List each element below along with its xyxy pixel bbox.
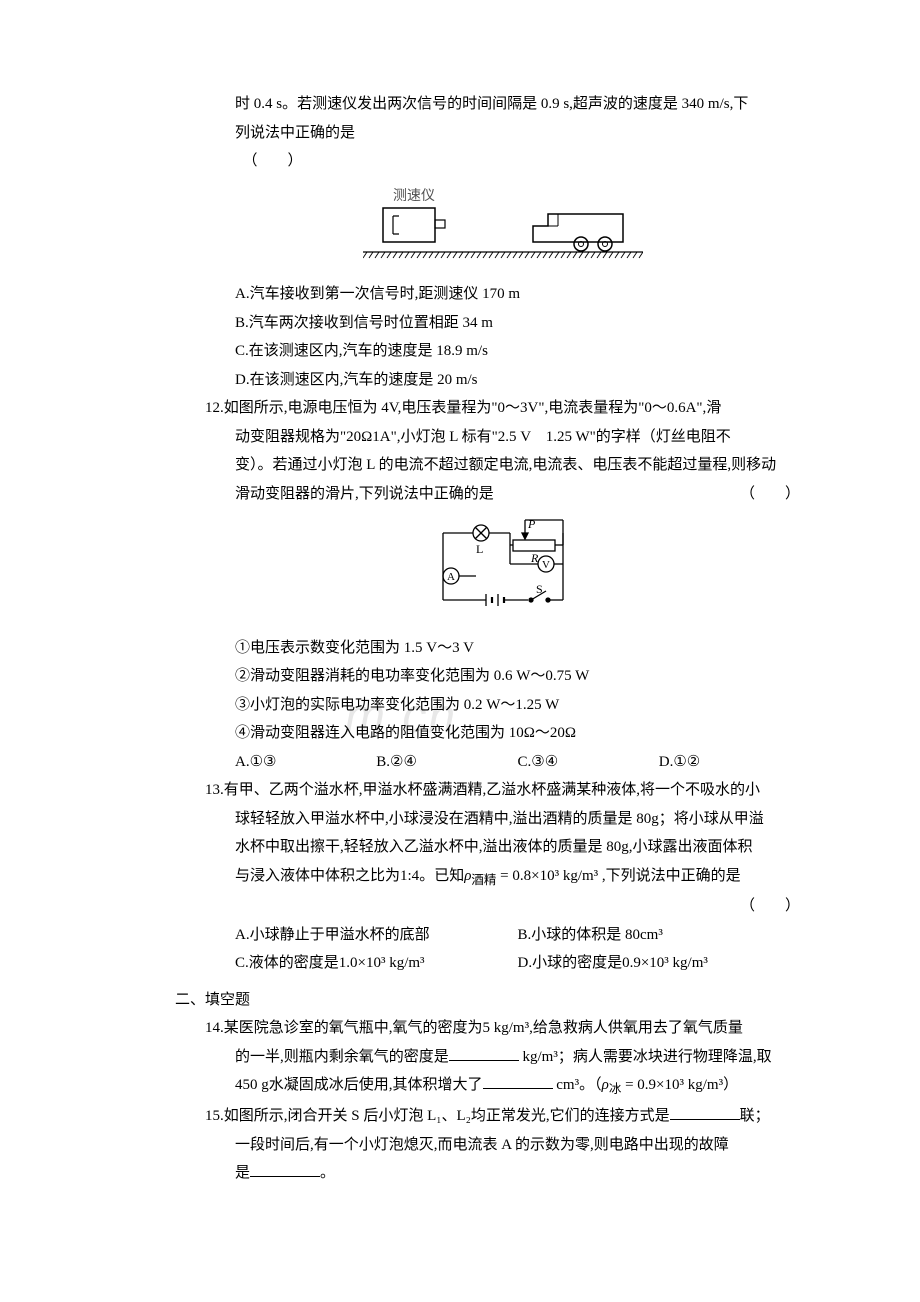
q13-c-val: 1.0×10³ kg/m³ [339, 955, 425, 971]
q14-line3: 450 g水凝固成冰后使用,其体积增大了 cm³。（ρ冰 = 0.9×10³ k… [205, 1071, 800, 1102]
q12-option-c: C.③④ [518, 748, 659, 777]
q12-line1: 12.如图所示,电源电压恒为 4V,电压表量程为"0～3V",电流表量程为"0～… [205, 394, 800, 423]
q13-line1: 13.有甲、乙两个溢水杯,甲溢水杯盛满酒精,乙溢水杯盛满某种液体,将一个不吸水的… [205, 776, 800, 805]
q14-l3c: 。（ [579, 1077, 602, 1093]
rho-ice: ρ [602, 1077, 609, 1093]
svg-text:A: A [447, 571, 455, 583]
q15-l1a: 15.如图所示,闭合开关 S 后小灯泡 L₁、L₂均正常发光,它们的连接方式是 [205, 1108, 670, 1124]
svg-text:L: L [476, 542, 483, 556]
q12-line4: 滑动变阻器的滑片,下列说法中正确的是 （ ） [205, 480, 800, 509]
q13-l4-suffix: ,下列说法中正确的是 [598, 868, 741, 884]
svg-text:V: V [542, 559, 550, 571]
page-content: 时 0.4 s。若测速仪发出两次信号的时间间隔是 0.9 s,超声波的速度是 3… [0, 0, 920, 1248]
q13-l4-ratio: 1:4 [400, 868, 419, 884]
q12-option-a: A.①③ [235, 748, 376, 777]
q13-option-d: D.小球的密度是0.9×10³ kg/m³ [518, 949, 801, 978]
q12-option-b: B.②④ [376, 748, 517, 777]
q12-figure: P R L A V S [205, 518, 800, 624]
q12-sub2: ②滑动变阻器消耗的电功率变化范围为 0.6 W～0.75 W [205, 662, 800, 691]
q12-line2: 动变阻器规格为"20Ω1A",小灯泡 L 标有"2.5 V 1.25 W"的字样… [205, 423, 800, 452]
q13-paren: （ ） [740, 898, 800, 914]
speed-meter-svg: 测速仪 [363, 186, 643, 260]
blank-volume [483, 1074, 553, 1089]
q15-line2: 一段时间后,有一个小灯泡熄灭,而电流表 A 的示数为零,则电路中出现的故障 [205, 1131, 800, 1160]
q13-l4-eq: = 0.8×10³ kg/m³ [496, 868, 598, 884]
svg-text:R: R [530, 551, 539, 565]
rho-ice-sub: 冰 [609, 1082, 622, 1096]
q15-line3: 是。 [205, 1159, 800, 1188]
q15-l3b: 。 [320, 1165, 335, 1181]
q13-line3: 水杯中取出擦干,轻轻放入乙溢水杯中,溢出液体的质量是 80g,小球露出液面体积 [205, 833, 800, 862]
q13-option-a: A.小球静止于甲溢水杯的底部 [235, 921, 518, 950]
q12-line3: 变）。若通过小灯泡 L 的电流不超过额定电流,电流表、电压表不能超过量程,则移动 [205, 451, 800, 480]
q12-line4-text: 滑动变阻器的滑片,下列说法中正确的是 [235, 486, 494, 502]
q14-l1b: 5 kg/m³ [483, 1020, 530, 1036]
q13-line2: 球轻轻放入甲溢水杯中,小球浸没在酒精中,溢出酒精的质量是 80g；将小球从甲溢 [205, 805, 800, 834]
q13-d-val: 0.9×10³ kg/m³ [622, 955, 708, 971]
q15-l3a: 是 [235, 1165, 250, 1181]
q13-line4: 与浸入液体中体积之比为1:4。已知ρ酒精 = 0.8×10³ kg/m³ ,下列… [205, 862, 800, 893]
q11-paren: （ ） [205, 147, 800, 176]
q12-options-row: A.①③ B.②④ C.③④ D.①② [205, 748, 800, 777]
circuit-svg: P R L A V S [418, 518, 588, 613]
q14-l1a: 14.某医院急诊室的氧气瓶中,氧气的密度为 [205, 1020, 483, 1036]
q11-line1: 时 0.4 s。若测速仪发出两次信号的时间间隔是 0.9 s,超声波的速度是 3… [205, 90, 800, 119]
q13-l4-prefix: 与浸入液体中体积之比为 [235, 868, 400, 884]
q14-l3a: 450 g [235, 1077, 269, 1093]
q13-l4-mid: 。已知 [419, 868, 464, 884]
q13-options-row1: A.小球静止于甲溢水杯的底部 B.小球的体积是 80cm³ [205, 921, 800, 950]
q11-option-b: B.汽车两次接收到信号时位置相距 34 m [205, 309, 800, 338]
q14-l3b: 水凝固成冰后使用,其体积增大了 [269, 1077, 483, 1093]
speed-meter-label: 测速仪 [393, 188, 435, 204]
q12-sub3: ③小灯泡的实际电功率变化范围为 0.2 W～1.25 W [205, 691, 800, 720]
q11-option-d: D.在该测速区内,汽车的速度是 20 m/s [205, 366, 800, 395]
section2-title: 二、填空题 [175, 986, 800, 1015]
q12-paren: （ ） [740, 480, 800, 509]
q14-l2b: ；病人需要冰块进行物理降温,取 [558, 1049, 772, 1065]
q14-l2a: 的一半,则瓶内剩余氧气的密度是 [235, 1049, 449, 1065]
q14-line1: 14.某医院急诊室的氧气瓶中,氧气的密度为5 kg/m³,给急救病人供氧用去了氧… [205, 1014, 800, 1043]
q13-c-prefix: C.液体的密度是 [235, 955, 339, 971]
q13-d-prefix: D.小球的密度是 [518, 955, 623, 971]
q13-options-row2: C.液体的密度是1.0×10³ kg/m³ D.小球的密度是0.9×10³ kg… [205, 949, 800, 978]
q13-paren-line: （ ） [205, 892, 800, 921]
q14-l3eq: = 0.9×10³ kg/m³ [621, 1077, 723, 1093]
blank-fault [250, 1162, 320, 1177]
q14-l3unit: cm³ [553, 1077, 580, 1093]
q12-sub1: ①电压表示数变化范围为 1.5 V～3 V [205, 634, 800, 663]
q14-l2unit: kg/m³ [519, 1049, 558, 1065]
q12-sub4: ④滑动变阻器连入电路的阻值变化范围为 10Ω～20Ω [205, 719, 800, 748]
q14-l1c: ,给急救病人供氧用去了氧气质量 [529, 1020, 743, 1036]
blank-connection [670, 1105, 740, 1120]
svg-text:S: S [536, 582, 543, 596]
svg-text:P: P [527, 518, 536, 531]
q15-l1b: 联； [740, 1108, 770, 1124]
paren-brackets: （ ） [250, 153, 303, 169]
q11-line2: 列说法中正确的是 [205, 119, 800, 148]
q11-option-a: A.汽车接收到第一次信号时,距测速仪 170 m [205, 280, 800, 309]
q11-figure: 测速仪 [205, 186, 800, 271]
q14-l3d: ） [723, 1077, 738, 1093]
rho-sub: 酒精 [471, 873, 496, 887]
q12-option-d: D.①② [659, 748, 800, 777]
q13-option-b: B.小球的体积是 80cm³ [518, 921, 801, 950]
q15-line1: 15.如图所示,闭合开关 S 后小灯泡 L₁、L₂均正常发光,它们的连接方式是 联… [205, 1102, 800, 1131]
q11-option-c: C.在该测速区内,汽车的速度是 18.9 m/s [205, 337, 800, 366]
q13-option-c: C.液体的密度是1.0×10³ kg/m³ [235, 949, 518, 978]
q14-line2: 的一半,则瓶内剩余氧气的密度是 kg/m³；病人需要冰块进行物理降温,取 [205, 1043, 800, 1072]
blank-density [449, 1046, 519, 1061]
